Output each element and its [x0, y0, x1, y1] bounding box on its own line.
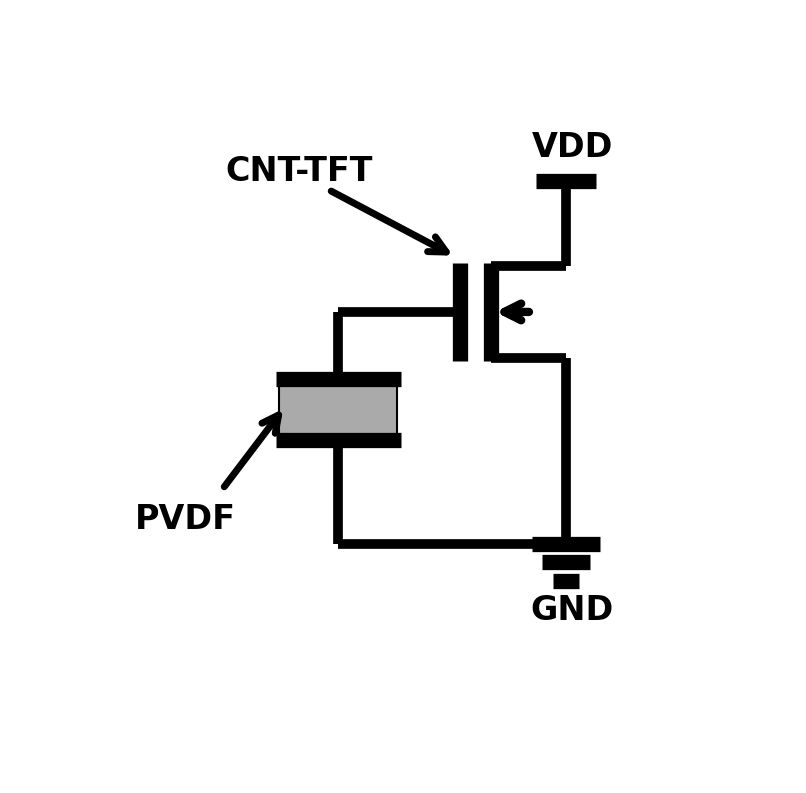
Text: CNT-TFT: CNT-TFT [226, 155, 373, 188]
Text: PVDF: PVDF [135, 503, 236, 536]
Text: GND: GND [530, 594, 614, 627]
Bar [279, 379, 397, 440]
Text: VDD: VDD [532, 131, 613, 163]
